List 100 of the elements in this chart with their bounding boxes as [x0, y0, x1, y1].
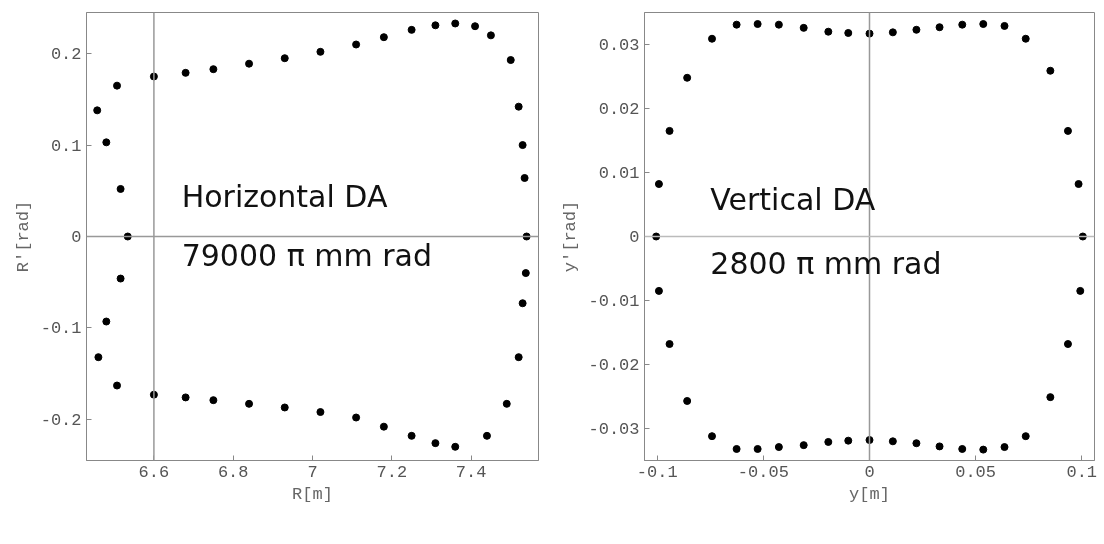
point: [94, 353, 103, 362]
point: [521, 269, 530, 278]
point: [352, 413, 361, 422]
point: [665, 340, 674, 349]
point: [1046, 393, 1055, 402]
point: [1021, 432, 1030, 441]
point: [209, 396, 218, 405]
point: [431, 21, 440, 30]
point: [888, 28, 897, 37]
point: [116, 274, 125, 283]
point: [799, 23, 808, 32]
y-tick-label: 0.1: [50, 136, 82, 156]
point: [732, 20, 741, 29]
point: [708, 432, 716, 441]
point: [502, 399, 511, 408]
point: [451, 19, 460, 28]
x-tick-label: 7.4: [455, 462, 487, 482]
point: [113, 381, 122, 390]
point: [518, 299, 527, 308]
point: [520, 173, 529, 182]
point: [407, 25, 416, 34]
point: [1063, 126, 1072, 135]
y-tick-label: -0.01: [588, 292, 640, 311]
point: [888, 437, 897, 446]
point: [732, 444, 741, 453]
y-tick-label: 0.01: [598, 164, 640, 183]
point: [912, 25, 921, 34]
x-tick-label: 0.1: [1066, 462, 1098, 482]
point: [824, 27, 833, 36]
point: [774, 443, 783, 452]
point: [471, 22, 480, 31]
point: [102, 138, 111, 147]
point: [280, 403, 289, 412]
point: [683, 73, 692, 82]
y-tick-label: 0: [71, 228, 82, 247]
point: [280, 54, 289, 63]
point: [799, 441, 808, 450]
point: [245, 59, 254, 68]
point: [379, 33, 388, 42]
point: [1074, 180, 1083, 189]
point: [407, 431, 416, 440]
point: [316, 47, 325, 56]
point: [518, 141, 527, 150]
point: [1000, 21, 1009, 30]
point: [209, 65, 218, 74]
point: [482, 431, 491, 440]
annotation: Horizontal DA: [181, 178, 388, 214]
point: [958, 444, 967, 453]
y-tick-label: -0.03: [588, 420, 640, 439]
y-tick-label: 0.03: [598, 36, 640, 55]
point: [352, 40, 361, 49]
point: [753, 20, 762, 29]
y-axis-title: R'[rad]: [13, 200, 33, 273]
point: [514, 353, 523, 362]
point: [506, 56, 515, 65]
point: [774, 20, 783, 29]
point: [935, 23, 944, 32]
point: [665, 126, 674, 135]
x-axis-title: R[m]: [292, 484, 333, 504]
y-tick-label: 0.02: [598, 100, 640, 119]
point: [708, 34, 716, 43]
point: [116, 184, 125, 193]
point: [1046, 66, 1055, 75]
point: [844, 28, 853, 37]
point: [844, 436, 853, 445]
x-tick-label: 6.6: [138, 462, 170, 482]
x-tick-label: -0.1: [636, 462, 678, 482]
annotation: 2800 π mm rad: [710, 246, 942, 282]
x-tick-label: 7.2: [376, 462, 408, 482]
point: [93, 106, 102, 115]
y-tick-label: 0.2: [50, 45, 82, 65]
point: [1076, 286, 1085, 295]
x-tick-label: -0.05: [737, 462, 789, 482]
x-tick-label: 0: [864, 462, 875, 482]
point: [486, 31, 495, 40]
point: [181, 393, 190, 402]
point: [654, 180, 663, 189]
y-axis-title: y'[rad]: [561, 200, 581, 273]
point: [1063, 340, 1072, 349]
point: [113, 81, 122, 90]
point: [379, 422, 388, 431]
point: [1000, 443, 1009, 452]
y-tick-label: -0.2: [40, 410, 82, 430]
annotation: Vertical DA: [710, 182, 876, 218]
y-tick-label: -0.02: [588, 356, 640, 375]
point: [979, 20, 988, 29]
point: [181, 68, 190, 77]
point: [514, 102, 523, 111]
point: [683, 396, 692, 405]
point: [431, 439, 440, 448]
x-tick-label: 7: [307, 462, 318, 482]
point: [451, 442, 460, 451]
x-tick-label: 6.8: [217, 462, 249, 482]
point: [245, 399, 254, 408]
x-tick-label: 0.05: [955, 462, 997, 482]
point: [935, 442, 944, 451]
point: [912, 439, 921, 448]
point: [753, 444, 762, 453]
annotation: 79000 π mm rad: [181, 238, 432, 274]
point: [1021, 34, 1030, 43]
